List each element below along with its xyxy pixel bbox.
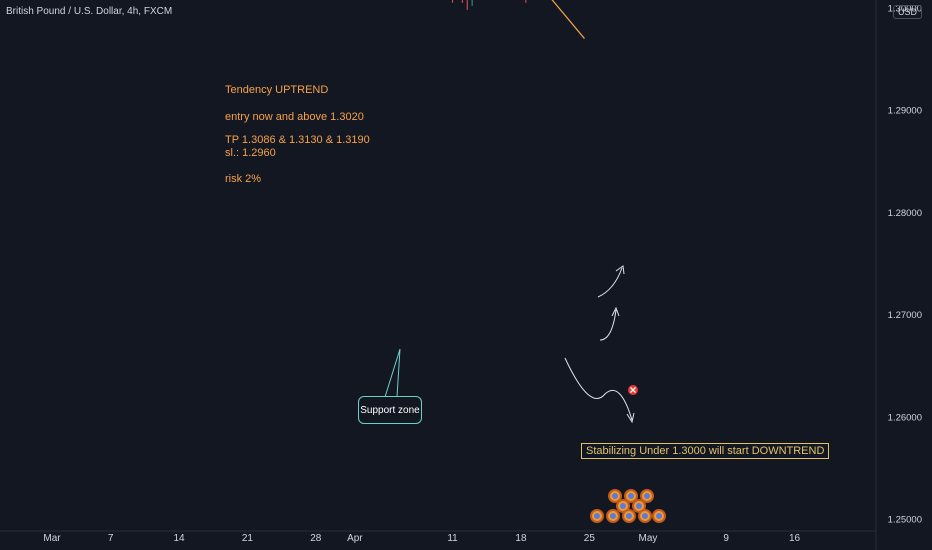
note-tendency: Tendency UPTREND	[225, 84, 329, 96]
note-take-profit: TP 1.3086 & 1.3130 & 1.3190	[225, 134, 370, 146]
note-stop-loss: sl.: 1.2960	[225, 147, 276, 159]
support-zone-callout: Support zone	[358, 396, 422, 424]
emoji-icon[interactable]	[652, 509, 666, 523]
x-tick-label: 16	[789, 533, 801, 544]
downtrend-note: Stabilizing Under 1.3000 will start DOWN…	[581, 443, 830, 459]
currency-button[interactable]: USD	[892, 5, 922, 19]
y-tick-label: 1.25000	[888, 515, 922, 526]
y-tick-label: 1.29000	[888, 106, 922, 117]
emoji-icon[interactable]	[590, 509, 604, 523]
x-tick-label: 28	[310, 533, 322, 544]
support-callout-pointer	[384, 348, 401, 398]
x-tick-label: 11	[447, 533, 458, 544]
projection-arrow-target	[597, 265, 625, 298]
projection-arrow-down	[564, 357, 635, 424]
emoji-icon[interactable]	[622, 509, 636, 523]
chart-title: British Pound / U.S. Dollar, 4h, FXCM	[6, 6, 173, 17]
note-entry: entry now and above 1.3020	[225, 111, 364, 123]
x-marker-cross	[630, 387, 636, 393]
x-tick-label: 21	[242, 533, 254, 544]
y-tick-label: 1.30000	[888, 3, 922, 14]
y-tick-label: 1.26000	[888, 412, 922, 423]
x-tick-label: 14	[173, 533, 185, 544]
y-tick-label: 1.28000	[888, 208, 922, 219]
x-tick-label: Apr	[347, 533, 363, 544]
x-tick-label: 18	[515, 533, 527, 544]
x-tick-label: 25	[584, 533, 596, 544]
emoji-icon[interactable]	[638, 509, 652, 523]
x-tick-label: 7	[108, 533, 114, 544]
emoji-icon[interactable]	[606, 509, 620, 523]
reaction-emojis[interactable]	[590, 489, 666, 525]
note-risk: risk 2%	[225, 173, 262, 185]
x-tick-label: May	[639, 533, 658, 544]
x-tick-label: Mar	[43, 533, 61, 544]
y-tick-label: 1.27000	[888, 310, 922, 321]
x-tick-label: 9	[723, 533, 729, 544]
projection-arrow-up	[599, 306, 620, 341]
emoji-icon[interactable]	[640, 489, 654, 503]
